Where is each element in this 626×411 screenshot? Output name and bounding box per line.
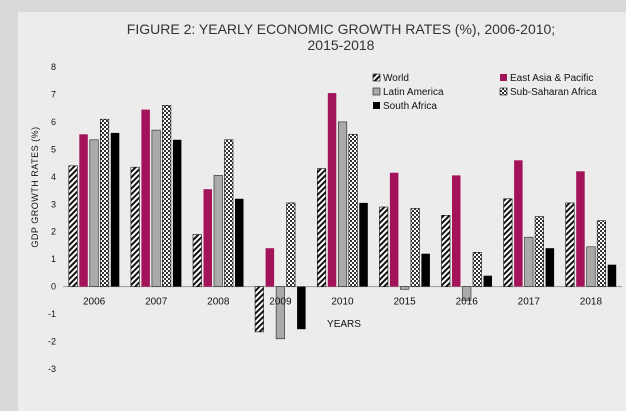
bar xyxy=(192,234,202,288)
chart-title-line2: 2015-2018 xyxy=(308,37,375,53)
bar xyxy=(607,264,617,287)
bar xyxy=(151,129,161,287)
y-tick-label: 1 xyxy=(51,254,56,264)
legend-label: Sub-Saharan Africa xyxy=(510,87,597,98)
legend-label: Latin America xyxy=(383,87,444,98)
x-axis-label: YEARS xyxy=(327,319,361,330)
bar xyxy=(79,134,88,287)
category-label: 2009 xyxy=(269,297,292,308)
bar xyxy=(462,286,472,301)
category-label: 2018 xyxy=(580,297,603,308)
legend-swatch xyxy=(373,102,380,109)
bar xyxy=(213,175,223,287)
y-tick-label: 6 xyxy=(51,117,56,127)
bar xyxy=(224,139,234,287)
bar xyxy=(337,121,348,287)
bar xyxy=(235,198,244,287)
bar xyxy=(100,118,110,287)
legend-label: East Asia & Pacific xyxy=(510,73,593,84)
chart-frame: FIGURE 2: YEARLY ECONOMIC GROWTH RATES (… xyxy=(18,12,626,411)
legend-swatch xyxy=(500,74,507,81)
bar xyxy=(483,275,492,287)
y-tick-label: 5 xyxy=(51,144,56,154)
legend-label: South Africa xyxy=(383,101,437,112)
y-tick-label: 4 xyxy=(51,172,56,182)
category-label: 2008 xyxy=(207,297,230,308)
legend-swatch xyxy=(372,87,381,96)
y-axis-ticks: 8 7 6 5 4 3 2 1 0 -1 -2 -3 xyxy=(48,62,56,374)
legend-swatch xyxy=(499,87,508,96)
y-tick-label: -2 xyxy=(48,337,56,347)
bar xyxy=(297,286,306,330)
y-tick-label: 3 xyxy=(51,199,56,209)
bar xyxy=(410,208,420,287)
bar xyxy=(254,286,264,333)
bar xyxy=(545,248,555,287)
bar xyxy=(421,253,430,287)
y-tick-label: 8 xyxy=(51,62,56,72)
bar xyxy=(379,206,389,287)
y-tick-label: 7 xyxy=(51,89,56,99)
bar xyxy=(275,286,285,340)
bar xyxy=(130,166,140,287)
y-axis-label: GDP GROWTH RATES (%) xyxy=(30,126,40,247)
bar xyxy=(565,202,575,287)
bar xyxy=(452,175,461,287)
bar xyxy=(110,132,120,287)
category-label: 2015 xyxy=(393,297,416,308)
legend: World East Asia & Pacific Latin America Sub… xyxy=(372,73,597,112)
bar xyxy=(389,172,399,287)
bar xyxy=(441,215,451,288)
bar xyxy=(534,216,544,287)
category-label: 2010 xyxy=(331,297,354,308)
chart-title-line1: FIGURE 2: YEARLY ECONOMIC GROWTH RATES (… xyxy=(127,21,555,37)
bar xyxy=(327,93,337,287)
category-label: 2007 xyxy=(145,297,168,308)
bar xyxy=(265,248,275,287)
legend-label: World xyxy=(383,73,409,84)
bar xyxy=(348,134,358,287)
bar xyxy=(503,198,513,288)
bar xyxy=(576,171,585,287)
bar xyxy=(89,139,99,287)
bar xyxy=(316,168,327,288)
bars-group xyxy=(68,93,617,340)
bar xyxy=(162,105,172,287)
bar xyxy=(472,252,482,287)
bar xyxy=(172,139,182,287)
y-tick-label: -1 xyxy=(48,309,56,319)
y-tick-label: 2 xyxy=(51,227,56,237)
bar xyxy=(596,220,607,287)
bar xyxy=(586,246,596,287)
y-tick-label: 0 xyxy=(51,282,56,292)
category-label: 2017 xyxy=(518,297,541,308)
category-label: 2006 xyxy=(83,297,106,308)
category-label: 2016 xyxy=(456,297,479,308)
bar xyxy=(524,236,534,287)
bar-chart: FIGURE 2: YEARLY ECONOMIC GROWTH RATES (… xyxy=(30,21,622,374)
bar xyxy=(514,160,523,287)
bar xyxy=(400,286,410,290)
bar xyxy=(359,202,368,287)
bar xyxy=(141,109,150,287)
bar xyxy=(286,202,296,287)
bar xyxy=(68,165,78,287)
legend-swatch xyxy=(372,73,381,82)
y-tick-label: -3 xyxy=(48,364,56,374)
bar xyxy=(203,189,212,287)
category-labels: 2006 2007 2008 2009 2010 2015 2016 2017 2018 xyxy=(83,297,602,308)
